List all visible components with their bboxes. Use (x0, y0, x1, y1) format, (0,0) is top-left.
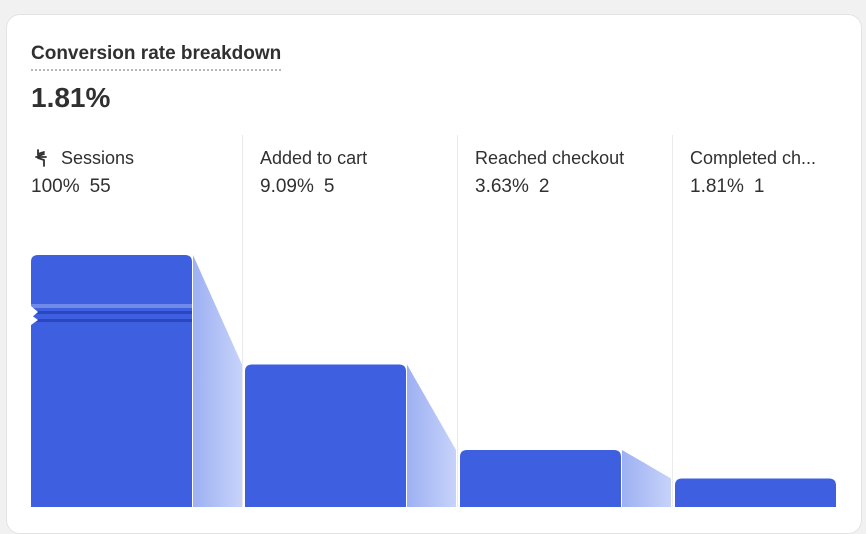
funnel-step-sessions: Sessions 100% 55 (31, 146, 236, 206)
step-percent: 3.63% (475, 176, 529, 197)
funnel-step-added-to-cart: Added to cart 9.09% 5 (260, 146, 450, 206)
step-count: 1 (753, 176, 765, 197)
column-divider (457, 135, 458, 507)
funnel-connector (622, 450, 671, 507)
step-label: Reached checkout (475, 148, 625, 168)
step-label: Added to cart (260, 148, 368, 168)
funnel-connector (193, 255, 242, 507)
step-percent: 100% (31, 176, 80, 197)
conversion-rate-card: Conversion rate breakdown 1.81% Sessions… (6, 14, 862, 534)
funnel-bar-added-to-cart (245, 364, 406, 507)
axis-break-line (31, 304, 192, 308)
card-title[interactable]: Conversion rate breakdown (31, 42, 282, 71)
axis-break-line (31, 319, 192, 322)
funnel-chart (31, 255, 836, 507)
funnel-step-reached-checkout: Reached checkout 3.63% 2 (475, 146, 665, 206)
sessions-icon (35, 149, 47, 167)
column-divider (672, 135, 673, 507)
funnel-bar-completed-ch- (675, 478, 836, 507)
step-percent: 1.81% (690, 176, 744, 197)
column-divider (242, 135, 243, 507)
step-label: Completed ch... (690, 148, 817, 168)
step-percent: 9.09% (260, 176, 314, 197)
conversion-rate-value: 1.81% (31, 82, 111, 113)
funnel-bar-reached-checkout (460, 450, 621, 507)
step-count: 5 (323, 176, 335, 197)
axis-break-notch (31, 306, 38, 318)
step-count: 2 (538, 176, 550, 197)
funnel-connector (407, 364, 456, 507)
axis-break-notch (31, 315, 38, 325)
step-label: Sessions (61, 148, 135, 168)
axis-break-line (31, 311, 192, 314)
funnel-bar-sessions (31, 255, 192, 507)
step-count: 55 (89, 176, 111, 197)
funnel-step-completed-checkout: Completed ch... 1.81% 1 (690, 146, 850, 206)
